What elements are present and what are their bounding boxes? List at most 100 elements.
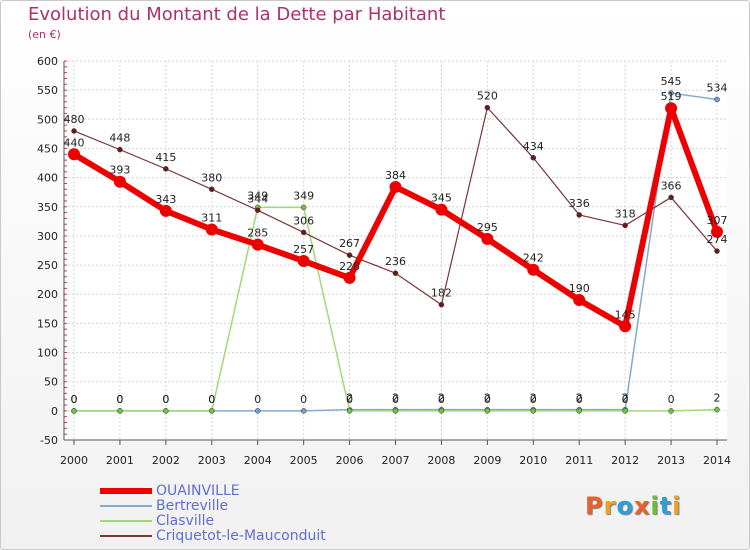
data-point-criquetot-le-mauconduit	[163, 166, 169, 172]
data-point-ouainville	[297, 254, 310, 267]
data-label-clasville: 349	[247, 189, 268, 202]
axes: -500501001502002503003504004505005506002…	[37, 55, 731, 467]
logo-letter: r	[603, 492, 617, 520]
data-point-brieuville	[714, 96, 720, 103]
data-label-criquetot-le-mauconduit: 274	[707, 233, 728, 246]
legend-item-bertreville[interactable]: Bertreville	[100, 499, 420, 514]
data-label-clasville: 0	[438, 393, 445, 406]
y-tick-label: -50	[40, 434, 58, 447]
x-tick-label: 2005	[290, 454, 318, 467]
data-label-brieuville: 2	[392, 392, 399, 405]
y-tick-label: 250	[37, 259, 58, 272]
data-label-clasville: 0	[576, 393, 583, 406]
x-tick-label: 2013	[657, 454, 685, 467]
data-point-criquetot-le-mauconduit	[117, 146, 123, 153]
data-point-criquetot-le-mauconduit	[484, 104, 491, 111]
data-point-ouainville	[68, 148, 80, 161]
data-label-criquetot-le-mauconduit: 366	[661, 179, 682, 192]
data-label-clasville: 0	[668, 393, 675, 406]
y-tick-label: 50	[44, 376, 58, 389]
x-tick-label: 2003	[198, 454, 226, 467]
data-point-criquetot-le-mauconduit	[209, 186, 215, 193]
data-point-clasville	[668, 408, 674, 414]
data-point-clasville	[714, 406, 720, 413]
data-label-ouainville: 393	[109, 164, 130, 177]
data-label-ouainville: 228	[339, 260, 360, 273]
y-tick-label: 200	[37, 288, 58, 301]
data-label-ouainville: 295	[477, 221, 498, 234]
data-point-ouainville	[205, 223, 218, 236]
data-label-criquetot-le-mauconduit: 380	[201, 171, 222, 184]
x-tick-label: 2008	[427, 454, 455, 467]
data-label-criquetot-le-mauconduit: 306	[293, 214, 314, 227]
data-label-brieuville: 0	[254, 393, 261, 406]
data-point-clasville	[71, 408, 77, 414]
data-point-clasville	[209, 408, 215, 414]
legend-item-clasville[interactable]: Clasville	[100, 514, 420, 529]
data-label-brieuville: 0	[162, 393, 169, 406]
series-lines	[68, 90, 723, 414]
data-point-ouainville	[711, 225, 723, 238]
data-point-ouainville	[343, 271, 356, 284]
data-label-criquetot-le-mauconduit: 415	[155, 151, 176, 164]
legend-item-ouainville[interactable]: OUAINVILLE	[100, 484, 420, 499]
data-label-clasville: 2	[714, 392, 721, 405]
x-tick-label: 2000	[60, 454, 88, 467]
data-label-ouainville: 311	[201, 212, 222, 225]
legend-swatch	[100, 505, 152, 507]
data-label-brieuville: 0	[208, 393, 215, 406]
data-label-clasville: 0	[392, 393, 399, 406]
data-point-clasville	[622, 408, 628, 414]
data-point-clasville	[484, 408, 491, 414]
legend-item-criquetot[interactable]: Criquetot-le-Mauconduit	[100, 529, 420, 544]
y-tick-label: 500	[37, 113, 58, 126]
data-label-ouainville: 384	[385, 169, 406, 182]
x-tick-label: 2002	[152, 454, 180, 467]
y-tick-label: 300	[37, 230, 58, 243]
data-label-criquetot-le-mauconduit: 236	[385, 255, 406, 268]
data-point-criquetot-le-mauconduit	[392, 270, 399, 276]
data-label-criquetot-le-mauconduit: 520	[477, 90, 498, 103]
data-label-clasville: 0	[484, 393, 491, 406]
x-tick-label: 2012	[611, 454, 639, 467]
data-label-brieuville: 2	[484, 392, 491, 405]
data-label-criquetot-le-mauconduit: 448	[109, 132, 130, 145]
data-label-clasville: 349	[293, 189, 314, 202]
data-point-ouainville	[481, 232, 494, 245]
data-point-criquetot-le-mauconduit	[346, 252, 353, 258]
data-label-criquetot-le-mauconduit: 344	[247, 192, 268, 205]
data-label-brieuville: 2	[622, 392, 629, 405]
data-label-clasville: 0	[346, 393, 353, 406]
legend-label: OUAINVILLE	[156, 483, 240, 499]
logo-letter: t	[659, 492, 673, 520]
data-point-ouainville	[389, 180, 402, 193]
chart-subtitle: (en €)	[28, 28, 61, 41]
legend-label: Bertreville	[156, 498, 229, 514]
logo-letter: i	[672, 492, 682, 520]
y-tick-label: 450	[37, 142, 58, 155]
legend-swatch	[100, 488, 152, 494]
data-label-brieuville: 534	[707, 81, 728, 94]
data-label-ouainville: 519	[661, 90, 682, 103]
data-point-criquetot-le-mauconduit	[71, 128, 77, 134]
y-tick-label: 550	[37, 84, 58, 97]
data-point-ouainville	[159, 204, 172, 217]
x-tick-label: 2007	[382, 454, 410, 467]
data-point-brieuville	[668, 90, 674, 96]
data-label-clasville: 0	[622, 393, 629, 406]
data-label-ouainville: 242	[523, 252, 544, 265]
data-point-criquetot-le-mauconduit	[714, 248, 720, 254]
data-label-ouainville: 440	[64, 136, 85, 149]
data-label-ouainville: 343	[155, 193, 176, 206]
data-point-ouainville	[113, 175, 126, 188]
data-point-brieuville	[254, 408, 261, 414]
data-point-ouainville	[435, 203, 448, 216]
data-label-brieuville: 545	[661, 75, 682, 88]
data-point-clasville	[163, 408, 169, 414]
data-label-brieuville: 2	[438, 392, 445, 405]
data-point-clasville	[117, 408, 123, 414]
data-label-clasville: 0	[208, 393, 215, 406]
data-point-clasville	[392, 408, 399, 414]
